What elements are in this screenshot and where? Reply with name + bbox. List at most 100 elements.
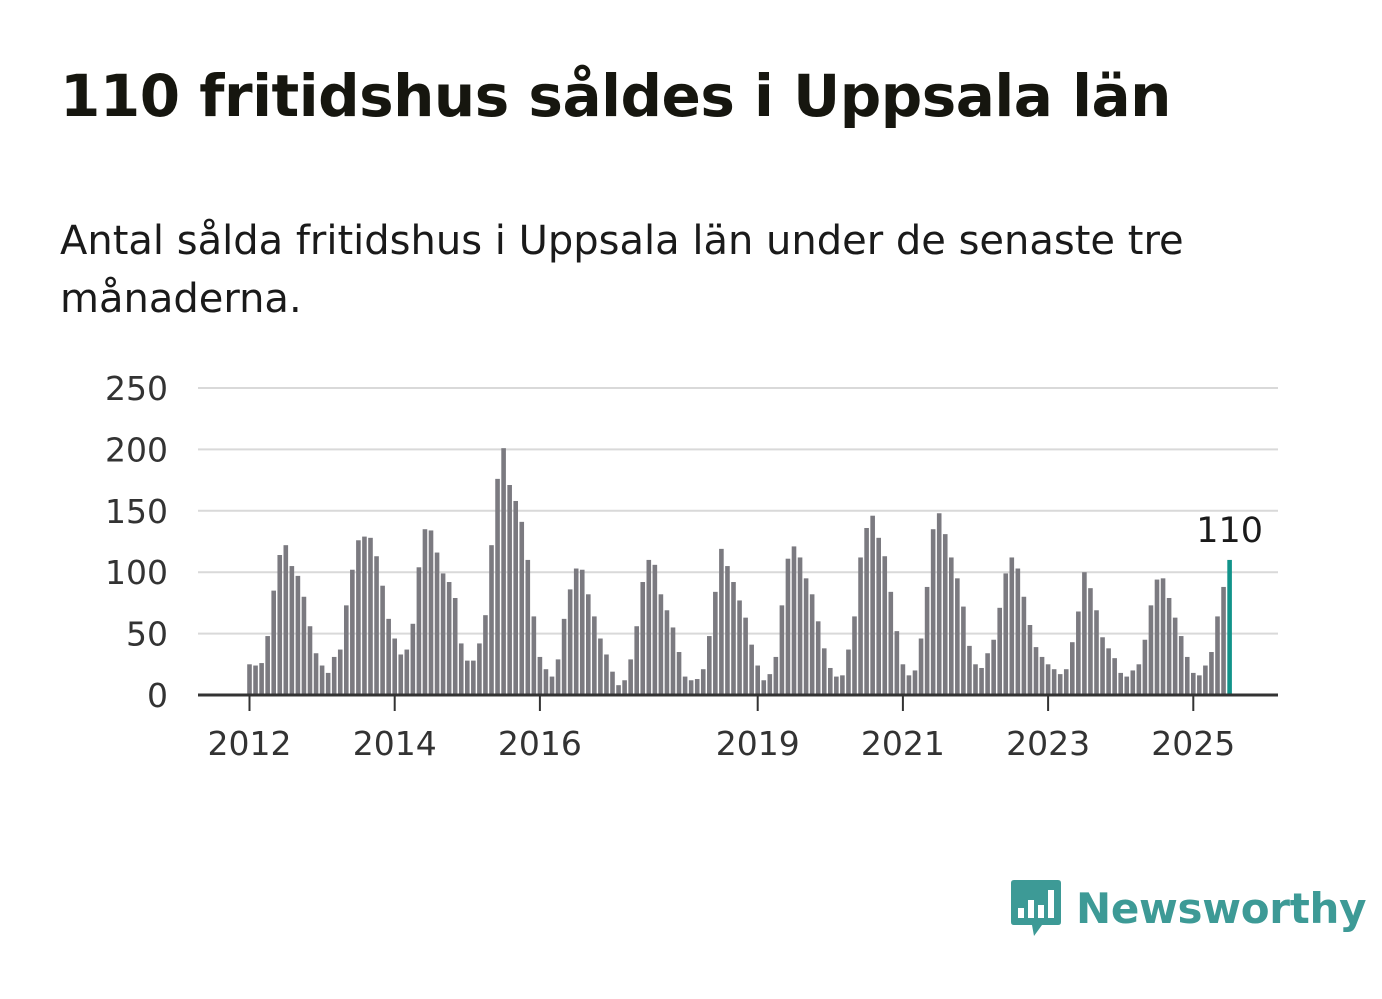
bar — [610, 671, 615, 695]
bar — [598, 638, 603, 695]
bar — [749, 644, 754, 695]
bar — [797, 557, 803, 695]
bar — [761, 680, 767, 695]
bar — [640, 582, 646, 695]
bar — [900, 664, 906, 695]
bar — [967, 645, 972, 695]
bar-chart: 0 50 100 150 200 250 2012 2014 2016 2019 2021 2023 2… — [105, 369, 1278, 763]
bar — [682, 676, 688, 695]
bar — [646, 559, 652, 695]
bar — [991, 639, 996, 695]
bar — [858, 557, 863, 695]
bar — [495, 478, 500, 695]
y-tick-label: 0 — [147, 676, 168, 715]
x-tick-label: 2025 — [1151, 724, 1235, 763]
y-tick-label: 100 — [105, 553, 168, 592]
bar — [876, 537, 881, 695]
bar — [688, 680, 694, 695]
bar — [1191, 672, 1196, 695]
bar — [471, 660, 476, 695]
bar — [985, 653, 990, 695]
bar — [700, 669, 706, 695]
bar — [513, 500, 518, 695]
bar — [586, 594, 591, 695]
bar — [731, 582, 736, 695]
bar — [918, 638, 924, 695]
bar — [1154, 579, 1160, 695]
bar — [247, 664, 252, 695]
bar — [955, 578, 960, 695]
bar — [410, 623, 416, 695]
bar — [725, 566, 730, 695]
bar — [549, 676, 555, 695]
bar — [1003, 573, 1009, 695]
bar — [912, 670, 918, 695]
bar — [622, 680, 627, 695]
bar — [979, 667, 984, 695]
bar — [392, 638, 397, 695]
bar — [313, 653, 319, 695]
bar — [519, 521, 525, 695]
bar — [325, 672, 331, 695]
bar — [888, 591, 894, 695]
bar — [713, 591, 718, 695]
bar — [1209, 652, 1214, 695]
y-tick-label: 250 — [105, 369, 168, 408]
bar — [936, 513, 942, 695]
bar — [949, 557, 954, 695]
bar — [652, 564, 658, 695]
bar — [785, 558, 791, 695]
bar — [452, 597, 458, 695]
bar — [1063, 669, 1069, 695]
bar — [1112, 658, 1117, 695]
bar — [1094, 610, 1099, 695]
chart-subtitle: Antal sålda fritidshus i Uppsala län und… — [60, 218, 1184, 322]
bar — [707, 636, 712, 695]
bar — [1076, 611, 1081, 695]
bar — [906, 675, 912, 695]
bar — [658, 594, 664, 695]
bar-chart-speech-bubble-icon — [1011, 880, 1061, 936]
bar — [374, 556, 379, 695]
bar — [852, 616, 857, 695]
bar — [973, 664, 978, 695]
bar — [561, 618, 567, 695]
bar — [1166, 597, 1172, 695]
x-tick-label: 2023 — [1006, 724, 1090, 763]
bar — [1142, 639, 1148, 695]
bar — [664, 610, 670, 695]
bar — [1100, 637, 1105, 695]
brand-name: Newsworthy — [1076, 883, 1367, 933]
bar — [446, 582, 452, 695]
bar — [501, 448, 506, 695]
x-tick-label: 2016 — [498, 724, 582, 763]
bar — [755, 665, 760, 695]
bar — [779, 605, 785, 695]
bar — [434, 552, 440, 695]
bar — [942, 534, 948, 695]
bar — [307, 626, 313, 695]
bar — [834, 676, 839, 695]
bar — [567, 589, 573, 695]
bar — [489, 545, 494, 695]
bar — [961, 606, 966, 695]
bar — [259, 663, 264, 695]
bar — [295, 575, 301, 695]
bar — [483, 615, 488, 695]
bar — [1203, 665, 1208, 695]
highlight-value-label: 110 — [1196, 511, 1263, 551]
bar — [253, 665, 258, 695]
bar — [930, 529, 936, 695]
bar — [319, 665, 325, 695]
bar — [1160, 578, 1166, 695]
bar — [1130, 670, 1136, 695]
bar — [1136, 664, 1142, 695]
y-tick-label: 150 — [105, 492, 168, 531]
newsworthy-logo: Newsworthy — [1010, 878, 1366, 938]
bar — [1070, 642, 1075, 695]
bar — [465, 660, 470, 695]
bar — [362, 536, 367, 695]
bar — [616, 685, 621, 695]
bar — [1021, 596, 1027, 695]
bar — [301, 596, 307, 695]
